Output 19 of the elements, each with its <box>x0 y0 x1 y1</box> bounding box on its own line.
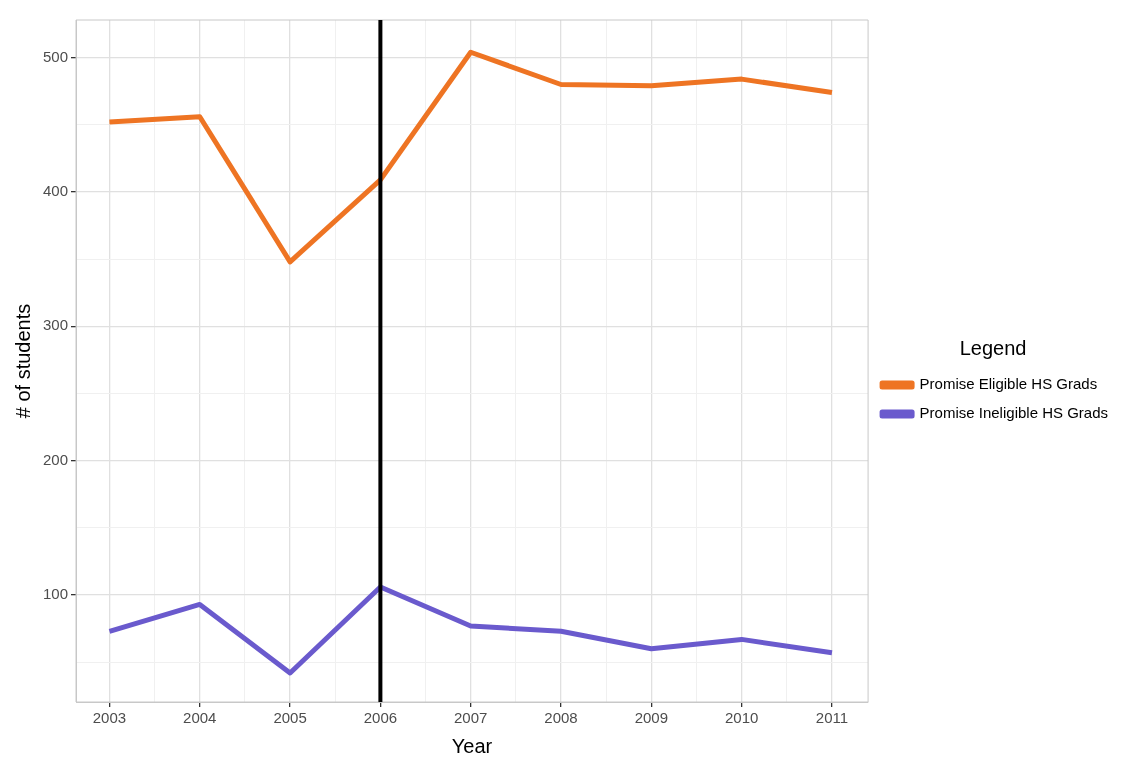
y-tick-label: 500 <box>43 47 69 65</box>
x-tick-label: 2009 <box>634 709 669 727</box>
y-tick-label: 100 <box>43 585 69 603</box>
y-tick-label: 400 <box>43 182 69 200</box>
legend-label: Promise Ineligible HS Grads <box>919 404 1109 422</box>
x-tick-label: 2006 <box>363 709 398 727</box>
y-tick-label: 200 <box>43 450 69 468</box>
legend-label: Promise Eligible HS Grads <box>919 375 1098 393</box>
x-tick-label: 2010 <box>724 709 759 727</box>
x-tick-label: 2008 <box>544 709 578 727</box>
x-tick-label: 2003 <box>92 709 127 727</box>
x-tick-label: 2004 <box>183 709 217 727</box>
x-tick-label: 2007 <box>454 709 488 727</box>
x-tick-label: 2005 <box>273 709 307 727</box>
x-axis-title: Year <box>451 734 493 757</box>
legend-title: Legend <box>959 337 1027 360</box>
x-tick-label: 2011 <box>815 709 849 727</box>
y-axis-title: # of students <box>11 303 34 419</box>
y-tick-label: 300 <box>43 316 69 334</box>
